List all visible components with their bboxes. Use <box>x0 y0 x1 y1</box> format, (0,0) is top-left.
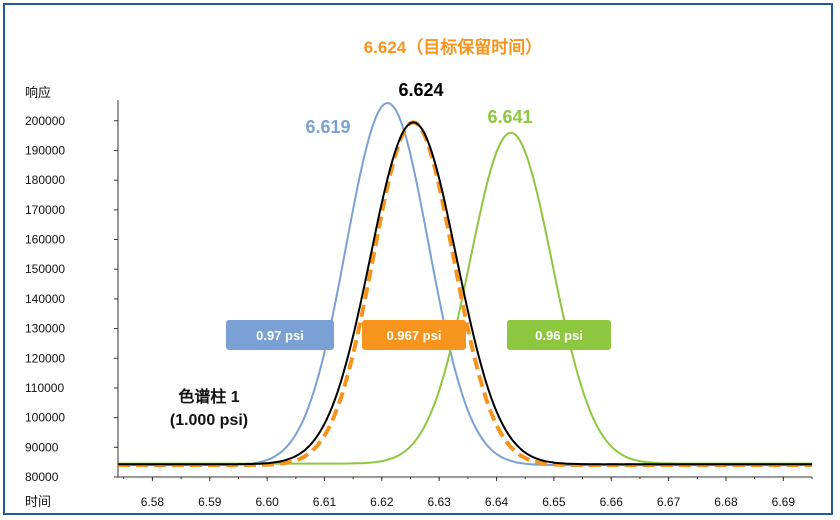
x-tick-label: 6.68 <box>714 495 738 509</box>
column-annotation: 色谱柱 1 <box>178 387 239 406</box>
x-tick-label: 6.65 <box>542 495 566 509</box>
y-tick-label: 180000 <box>25 173 65 187</box>
peak-label: 6.624 <box>398 80 443 100</box>
x-tick-label: 6.58 <box>141 495 165 509</box>
y-tick-label: 90000 <box>25 440 59 454</box>
peak-label: 6.619 <box>305 117 350 137</box>
x-tick-label: 6.62 <box>370 495 394 509</box>
legend-label: 0.96 psi <box>535 328 583 343</box>
y-tick-label: 170000 <box>25 203 65 217</box>
legend-box <box>362 320 466 350</box>
x-tick-label: 6.64 <box>485 495 509 509</box>
chart-title: 6.624（目标保留时间） <box>364 37 543 57</box>
x-tick-label: 6.69 <box>772 495 796 509</box>
legend-box <box>507 320 611 350</box>
y-tick-label: 160000 <box>25 233 65 247</box>
x-tick-label: 6.67 <box>657 495 681 509</box>
legend-label: 0.97 psi <box>256 328 304 343</box>
y-tick-label: 130000 <box>25 322 65 336</box>
chart-frame: 6.624（目标保留时间） 响应时间 200000 190000 180000 17000… <box>3 3 833 515</box>
x-tick-label: 6.63 <box>428 495 452 509</box>
y-tick-label: 150000 <box>25 262 65 276</box>
legend-label: 0.967 psi <box>387 328 442 343</box>
series-line <box>118 121 812 466</box>
y-axis-label: 响应 <box>25 85 51 100</box>
x-tick-label: 6.60 <box>255 495 279 509</box>
x-tick-label: 6.59 <box>198 495 222 509</box>
y-tick-label: 140000 <box>25 292 65 306</box>
x-tick-label: 6.66 <box>600 495 624 509</box>
peak-label: 6.641 <box>487 107 532 127</box>
x-axis-label: 时间 <box>25 494 51 509</box>
pressure-annotation: (1.000 psi) <box>170 412 248 429</box>
x-tick-label: 6.61 <box>313 495 337 509</box>
y-tick-label: 200000 <box>25 114 65 128</box>
y-tick-label: 120000 <box>25 351 65 365</box>
y-tick-label: 110000 <box>25 381 64 395</box>
legend-box <box>226 320 334 350</box>
y-tick-label: 100000 <box>25 411 65 425</box>
y-tick-label: 190000 <box>25 143 65 157</box>
y-tick-label: 80000 <box>25 470 59 484</box>
